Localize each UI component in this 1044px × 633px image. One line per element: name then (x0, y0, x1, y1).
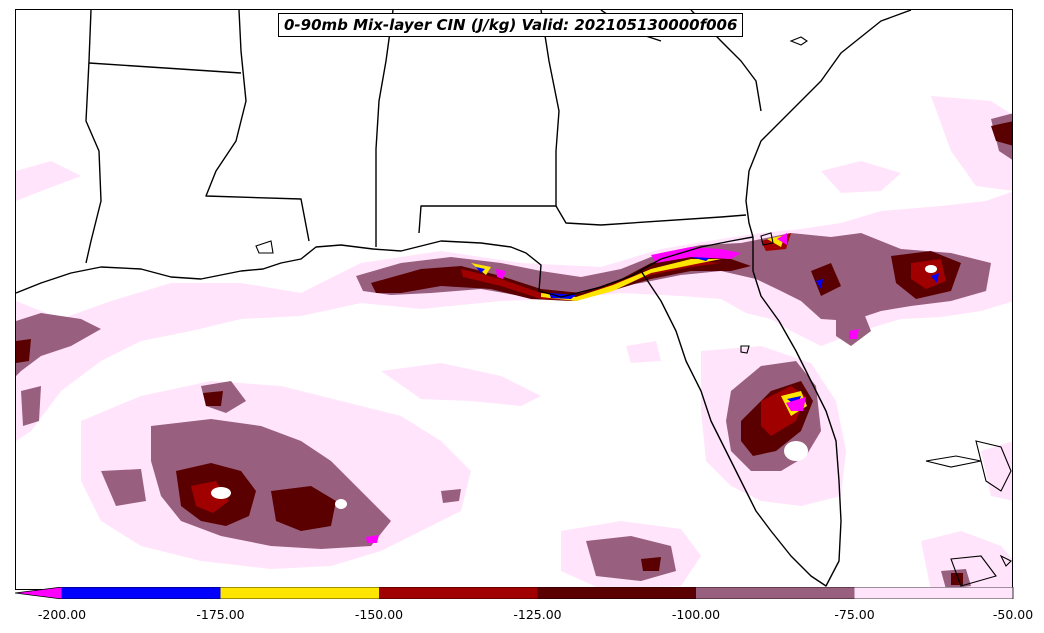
colorbar-tick-label: -50.00 (992, 607, 1034, 622)
boundaries (16, 10, 912, 587)
cin-field-light (16, 96, 1012, 589)
islands (255, 36, 1012, 587)
colorbar-tick-label: -150.00 (354, 607, 404, 622)
colorbar-bin-5 (854, 587, 1013, 599)
map-panel (15, 9, 1013, 590)
colorbar-tick-label: -125.00 (513, 607, 562, 622)
colorbar-tick-label: -175.00 (196, 607, 245, 622)
colorbar-bin-0 (62, 587, 221, 599)
colorbar-tick-label: -75.00 (834, 607, 875, 622)
colorbar-labels: -200.00 -175.00 -150.00 -125.00 -100.00 -75.0… (0, 607, 1044, 627)
colorbar-bin-2 (379, 587, 538, 599)
colorbar-tick-label: -100.00 (671, 607, 721, 622)
colorbar (15, 587, 1014, 599)
colorbar-bin-3 (537, 587, 696, 599)
cin-map (16, 10, 1012, 589)
colorbar-bin-4 (696, 587, 855, 599)
colorbar-tick-label: -200.00 (37, 607, 87, 622)
colorbar-frame (62, 587, 1014, 599)
colorbar-bin-1 (220, 587, 379, 599)
cin-holes (211, 265, 937, 509)
map-title: 0-90mb Mix-layer CIN (J/kg) Valid: 20210… (278, 13, 744, 37)
colorbar-underflow (15, 587, 63, 599)
cin-field-magenta (366, 233, 859, 543)
